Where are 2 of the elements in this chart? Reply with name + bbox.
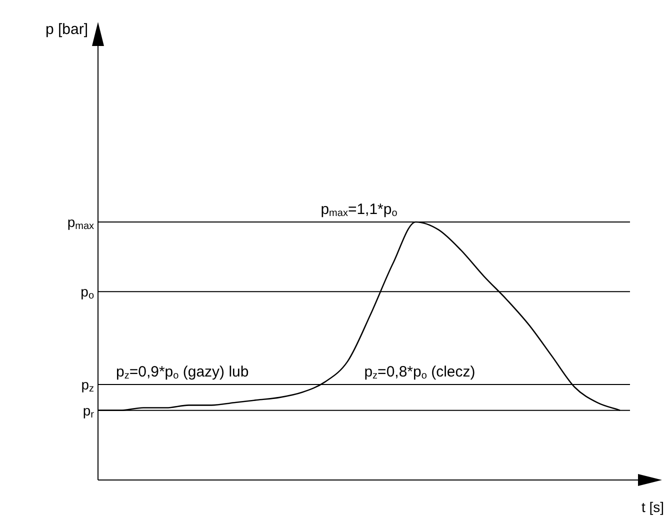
- x-axis-title: t [s]: [641, 499, 664, 515]
- text: p [bar]: [45, 21, 88, 38]
